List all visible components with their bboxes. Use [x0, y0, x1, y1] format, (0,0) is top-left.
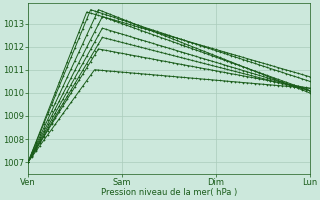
X-axis label: Pression niveau de la mer( hPa ): Pression niveau de la mer( hPa ) [101, 188, 237, 197]
